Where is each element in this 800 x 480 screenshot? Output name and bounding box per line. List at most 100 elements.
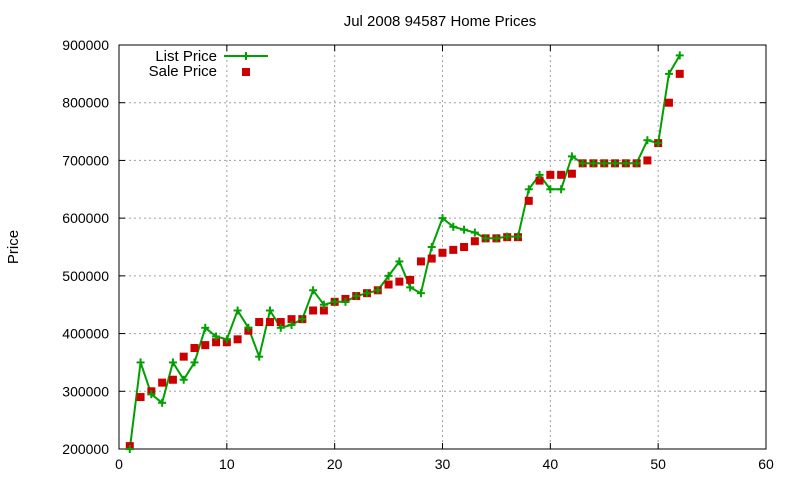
list-price-point <box>470 228 479 237</box>
y-tick-label: 200000 <box>62 441 109 457</box>
x-tick-label: 0 <box>115 456 123 472</box>
sale-price-point <box>460 243 469 251</box>
list-price-point <box>158 398 167 407</box>
list-price-point <box>567 152 576 161</box>
y-tick-label: 600000 <box>62 210 109 226</box>
list-price-point <box>600 159 609 168</box>
axis-ticks: 0 10 20 30 40 50 60 200000 300000 400000 500000 600… <box>62 37 774 472</box>
list-price-point <box>643 136 652 145</box>
list-price-point <box>578 159 587 168</box>
list-price-point <box>535 170 544 179</box>
list-price-point <box>136 358 145 367</box>
list-price-point <box>179 375 188 384</box>
y-tick-label: 300000 <box>62 383 109 399</box>
list-price-point <box>265 306 274 315</box>
list-price-point <box>190 358 199 367</box>
x-tick-label: 40 <box>543 456 559 472</box>
list-price-point <box>621 159 630 168</box>
list-price-point <box>427 243 436 251</box>
list-price-point <box>406 283 415 292</box>
sale-price-point <box>546 170 555 179</box>
sale-price-point <box>395 277 404 286</box>
y-tick-label: 500000 <box>62 268 109 284</box>
sale-price-point <box>255 318 264 327</box>
sale-price-point <box>212 338 221 347</box>
sale-price-point <box>535 176 544 185</box>
list-price-point <box>557 185 566 194</box>
list-price-point <box>632 159 641 168</box>
legend-list-price-label: List Price <box>155 48 217 65</box>
list-price-point <box>147 390 156 399</box>
x-tick-label: 50 <box>650 456 666 472</box>
legend-list-price-marker <box>242 52 250 60</box>
sale-price-point <box>567 169 576 178</box>
list-price-point <box>125 445 134 453</box>
list-price-point <box>341 297 350 306</box>
sale-price-point <box>233 335 242 344</box>
list-price-point <box>654 139 663 148</box>
sale-price-point <box>265 318 274 327</box>
x-tick-label: 10 <box>219 456 235 472</box>
sale-price-point <box>179 352 188 361</box>
sale-price-point <box>168 375 177 384</box>
list-price-point <box>352 292 361 301</box>
grid <box>119 45 766 449</box>
list-price-point <box>503 232 512 241</box>
sale-price-point <box>287 315 296 324</box>
list-price-point <box>319 300 328 309</box>
sale-price-point <box>190 344 199 352</box>
list-price-point <box>287 320 296 329</box>
sale-price-point <box>384 280 393 289</box>
sale-price-point <box>276 318 285 327</box>
list-price-point <box>201 323 210 332</box>
x-tick-label: 60 <box>758 456 774 472</box>
x-tick-label: 20 <box>327 456 343 472</box>
sale-price-point <box>319 306 328 315</box>
list-price-point <box>384 271 393 280</box>
sale-price-point <box>557 170 566 179</box>
list-price-point <box>395 257 404 266</box>
legend-sale-price-label: Sale Price <box>149 63 217 80</box>
list-price-point <box>449 222 458 231</box>
list-price-point <box>222 335 231 344</box>
list-price-point <box>298 315 307 324</box>
sale-price-point <box>675 69 684 78</box>
list-price-point <box>589 159 598 168</box>
list-price-point <box>363 289 372 298</box>
sale-price-point <box>438 248 447 257</box>
y-axis-label: Price <box>5 230 22 264</box>
list-price-point <box>460 225 469 234</box>
chart-title: Jul 2008 94587 Home Prices <box>344 13 537 30</box>
sale-price-point <box>470 237 479 246</box>
series <box>125 51 684 453</box>
y-tick-label: 400000 <box>62 326 109 342</box>
y-tick-label: 700000 <box>62 152 109 168</box>
list-price-point <box>664 69 673 78</box>
sale-price-point <box>406 275 415 284</box>
list-price-point <box>416 289 425 298</box>
list-price-point <box>330 297 339 306</box>
list-price-point <box>492 234 501 243</box>
sale-price-point <box>664 98 673 107</box>
sale-price-point <box>524 196 533 205</box>
list-price-point <box>168 358 177 367</box>
y-tick-label: 900000 <box>62 37 109 53</box>
list-price-point <box>481 234 490 243</box>
sale-price-point <box>427 254 436 263</box>
sale-price-point <box>309 306 318 315</box>
list-price-point <box>276 323 285 332</box>
list-price-point <box>546 185 555 194</box>
list-price-point <box>675 51 684 60</box>
list-price-point <box>611 159 620 168</box>
x-tick-label: 30 <box>435 456 451 472</box>
list-price-point <box>438 214 447 223</box>
legend: List Price Sale Price <box>149 48 268 80</box>
legend-sale-price-marker <box>242 68 250 76</box>
list-price-point <box>244 323 253 332</box>
y-tick-label: 800000 <box>62 95 109 111</box>
list-price-point <box>255 352 264 361</box>
list-price-point <box>524 185 533 194</box>
list-price-point <box>513 232 522 241</box>
sale-price-point <box>158 378 167 387</box>
